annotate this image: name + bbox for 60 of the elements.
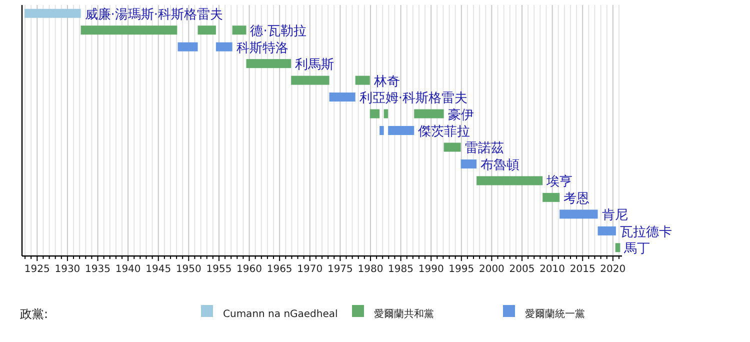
bar <box>384 109 388 118</box>
y-tick-label: 瓦拉德卡 <box>620 224 672 240</box>
bar <box>388 126 414 135</box>
bar <box>460 159 477 168</box>
x-tick-label: 1990 <box>418 264 444 275</box>
y-tick-label: 科斯特洛 <box>236 40 288 56</box>
x-tick-label: 1945 <box>146 264 172 275</box>
y-tick-label: 豪伊 <box>448 108 474 123</box>
x-tick-label: 1965 <box>266 264 292 275</box>
legend-title: 政黨: <box>20 307 48 321</box>
bar <box>370 109 380 118</box>
x-tick-label: 1950 <box>176 264 202 275</box>
x-tick-label: 1985 <box>388 264 414 275</box>
x-tick-label: 2020 <box>600 264 626 275</box>
x-tick-label: 1975 <box>327 264 353 275</box>
y-tick-label: 威廉·湯瑪斯·科斯格雷夫 <box>84 7 224 22</box>
bar <box>444 142 461 152</box>
bar <box>178 42 198 52</box>
bar <box>232 26 246 35</box>
x-tick-label: 1930 <box>54 264 80 275</box>
legend-label: 愛爾蘭共和黨 <box>374 308 434 320</box>
bar <box>598 226 616 236</box>
x-tick-label: 1980 <box>358 264 384 275</box>
x-tick-label: 1925 <box>24 264 50 275</box>
x-tick-label: 1995 <box>448 264 474 275</box>
x-tick-label: 1960 <box>236 264 262 275</box>
y-tick-label: 考恩 <box>564 191 590 206</box>
legend-label: Cumann na nGaedheal <box>223 309 338 320</box>
y-tick-label: 布魯頓 <box>480 158 520 173</box>
x-tick-label: 1955 <box>206 264 232 275</box>
bar <box>246 59 292 68</box>
y-tick-label: 德·瓦勒拉 <box>250 24 306 40</box>
x-tick-label: 2010 <box>540 264 566 275</box>
bar <box>216 42 232 52</box>
x-tick-label: 1970 <box>297 264 323 275</box>
x-tick-label: 2015 <box>570 264 596 275</box>
bar <box>198 26 216 35</box>
x-tick-label: 2005 <box>509 264 535 275</box>
x-tick-label: 1940 <box>115 264 141 275</box>
bar <box>355 76 370 85</box>
y-tick-label: 埃亨 <box>546 174 573 190</box>
x-tick-label: 1935 <box>85 264 110 275</box>
y-tick-label: 利馬斯 <box>295 58 334 73</box>
bar <box>542 192 560 202</box>
bar <box>329 92 356 102</box>
bar <box>380 126 384 135</box>
y-tick-label: 傑茨菲拉 <box>418 124 470 140</box>
bar <box>476 176 543 186</box>
bar <box>615 243 620 252</box>
x-tick-label: 2000 <box>478 264 504 275</box>
y-tick-label: 肯尼 <box>602 208 628 224</box>
bar <box>414 109 444 118</box>
y-tick-label: 馬丁 <box>623 242 650 257</box>
bar <box>291 76 330 85</box>
bar <box>80 26 178 35</box>
y-tick-label: 雷諾茲 <box>464 141 504 156</box>
y-tick-label: 利亞姆·科斯格雷夫 <box>359 91 468 106</box>
legend-label: 愛爾蘭統一黨 <box>525 308 585 320</box>
y-tick-label: 林奇 <box>372 74 400 90</box>
bar <box>560 210 598 219</box>
